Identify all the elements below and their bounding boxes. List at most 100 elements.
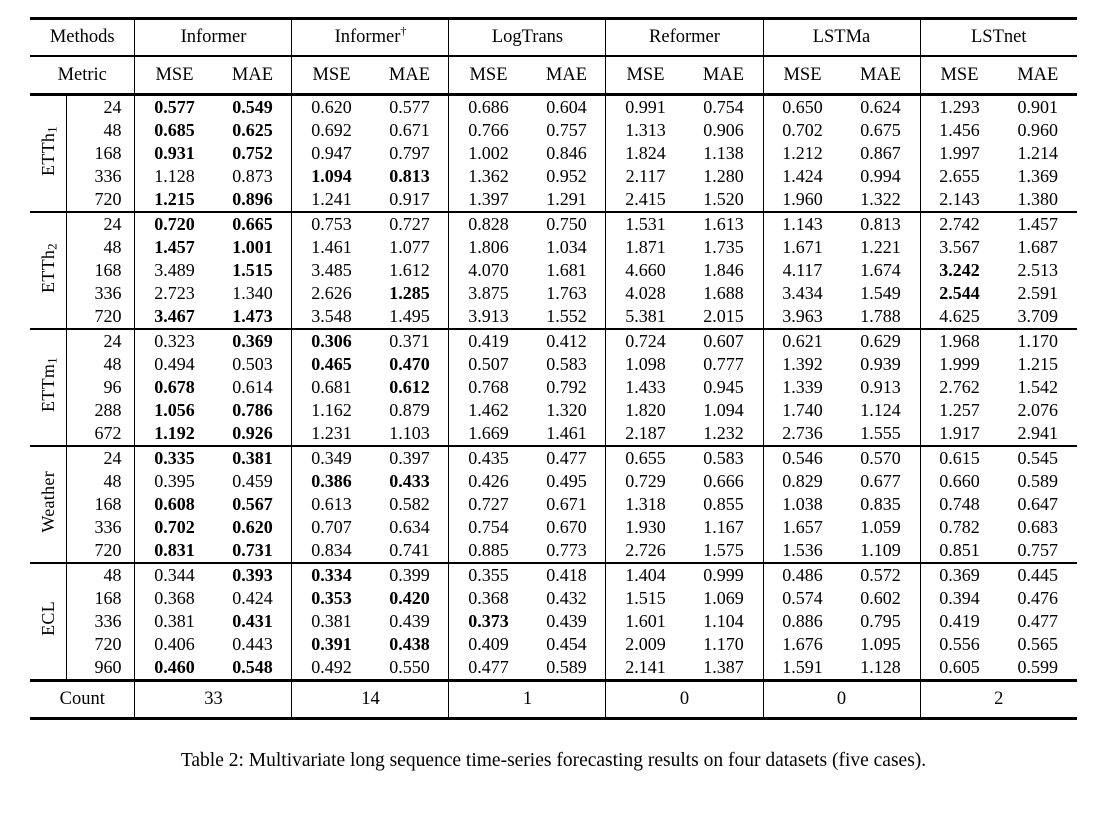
value-cell: 0.349: [291, 445, 371, 470]
dataset-subscript: 1: [44, 125, 60, 133]
dataset-label-etth2: ETTh2: [29, 211, 68, 329]
horizon-cell: 168: [94, 588, 122, 608]
value-cell: 1.387: [703, 657, 744, 677]
data-row-ecl-48: ECL 48 0.344 0.393 0.334 0.399 0.355 0.418 1.404…: [29, 562, 1077, 681]
dataset-label-etth1: ETTh1: [29, 93, 68, 212]
value-cell: 1.077: [389, 237, 430, 257]
value-cell: 0.647: [1017, 494, 1059, 514]
value-cell: 0.335: [134, 445, 214, 470]
count-value-5: 2: [919, 679, 1077, 719]
value-cell: 0.879: [389, 400, 430, 420]
value-cell: 1.688: [703, 283, 744, 303]
value-cell: 1.871: [605, 236, 685, 259]
dataset-label-text: ETTh1: [37, 125, 60, 176]
value-cell: 0.952: [546, 166, 587, 186]
value-cell: 1.293: [919, 93, 999, 119]
value-cell: 1.657: [762, 516, 842, 539]
dataset-label-ecl: ECL: [29, 562, 68, 681]
value-cell: 0.829: [762, 470, 842, 493]
value-cell: 0.768: [448, 376, 528, 399]
value-cell: 2.726: [605, 539, 685, 563]
value-cell: 0.608: [134, 493, 214, 516]
data-row-etth2-168: 168 3.489 1.515 3.485 1.612 4.070 1.681 4.660 1.…: [30, 259, 1077, 282]
count-row: Count 33 14 1 0 0 2: [29, 679, 1077, 719]
value-cell: 0.494: [134, 353, 214, 376]
value-cell: 0.991: [605, 93, 685, 119]
value-cell: 0.323: [134, 328, 214, 353]
value-cell: 0.409: [448, 633, 528, 656]
value-cell: 1.212: [762, 142, 842, 165]
value-cell: 0.797: [389, 143, 430, 163]
value-cell: 1.124: [860, 400, 901, 420]
value-cell: 1.215: [1017, 354, 1059, 374]
value-cell: 1.820: [605, 399, 685, 422]
value-cell: 0.589: [1017, 471, 1059, 491]
value-cell: 0.724: [605, 328, 685, 353]
value-cell: 2.742: [919, 211, 999, 236]
metric-label-mse-3: MSE: [605, 56, 685, 96]
horizon-cell: 48: [103, 120, 122, 140]
metric-label-mae-5: MAE: [998, 56, 1077, 96]
value-cell: 0.567: [232, 494, 273, 514]
value-cell: 1.128: [860, 657, 901, 677]
value-cell: 0.353: [291, 587, 371, 610]
dagger-icon: †: [400, 23, 407, 38]
value-cell: 4.660: [605, 259, 685, 282]
value-cell: 2.762: [919, 376, 999, 399]
value-cell: 0.355: [448, 562, 528, 587]
value-cell: 1.687: [1017, 237, 1059, 257]
value-cell: 1.552: [546, 306, 587, 326]
value-cell: 0.570: [841, 445, 920, 470]
value-cell: 2.941: [1017, 423, 1059, 443]
value-cell: 0.945: [703, 377, 744, 397]
value-cell: 3.548: [291, 305, 371, 329]
horizon-cell: 168: [94, 494, 122, 514]
data-row-ettm1-24: ETTm1 24 0.323 0.369 0.306 0.371 0.419 0.412 0.7…: [29, 328, 1077, 446]
value-cell: 2.415: [605, 188, 685, 212]
value-cell: 0.675: [860, 120, 901, 140]
value-cell: 0.650: [762, 93, 842, 119]
value-cell: 1.575: [703, 540, 744, 560]
data-row-ecl-960: 960 0.460 0.548 0.492 0.550 0.477 0.589 2.141 1.…: [30, 656, 1077, 681]
value-cell: 1.531: [605, 211, 685, 236]
value-cell: 2.187: [605, 422, 685, 446]
value-cell: 0.681: [291, 376, 371, 399]
value-cell: 0.851: [919, 539, 999, 563]
value-cell: 0.495: [546, 471, 587, 491]
value-cell: 0.828: [448, 211, 528, 236]
value-cell: 0.368: [448, 587, 528, 610]
data-row-weather-24: Weather 24 0.335 0.381 0.349 0.397 0.435 0.477 0…: [29, 445, 1077, 563]
value-cell: 1.214: [1017, 143, 1059, 163]
method-header-lstma: LSTMa: [762, 18, 920, 57]
data-row-ecl-720: 720 0.406 0.443 0.391 0.438 0.409 0.454 2.009 1.…: [30, 633, 1077, 656]
value-cell: 1.997: [919, 142, 999, 165]
horizon-cell: 960: [94, 657, 122, 677]
value-cell: 0.629: [841, 328, 920, 353]
value-cell: 0.731: [232, 540, 273, 560]
value-cell: 0.855: [703, 494, 744, 514]
value-cell: 0.582: [389, 494, 430, 514]
value-cell: 1.461: [291, 236, 371, 259]
value-cell: 1.128: [134, 165, 214, 188]
value-cell: 1.433: [605, 376, 685, 399]
value-cell: 1.320: [546, 400, 587, 420]
value-cell: 0.369: [213, 328, 292, 353]
value-cell: 1.138: [703, 143, 744, 163]
value-cell: 0.465: [291, 353, 371, 376]
value-cell: 1.221: [860, 237, 901, 257]
value-cell: 1.515: [605, 587, 685, 610]
method-header-reformer: Reformer: [605, 18, 763, 57]
value-cell: 0.886: [762, 610, 842, 633]
value-cell: 0.386: [291, 470, 371, 493]
value-cell: 1.362: [448, 165, 528, 188]
value-cell: 1.109: [860, 540, 901, 560]
value-cell: 0.835: [860, 494, 901, 514]
value-cell: 0.792: [546, 377, 587, 397]
value-cell: 0.477: [527, 445, 606, 470]
value-cell: 0.391: [291, 633, 371, 656]
value-cell: 0.834: [291, 539, 371, 563]
value-cell: 1.457: [134, 236, 214, 259]
value-cell: 0.795: [860, 611, 901, 631]
value-cell: 0.344: [134, 562, 214, 587]
value-cell: 0.454: [546, 634, 587, 654]
